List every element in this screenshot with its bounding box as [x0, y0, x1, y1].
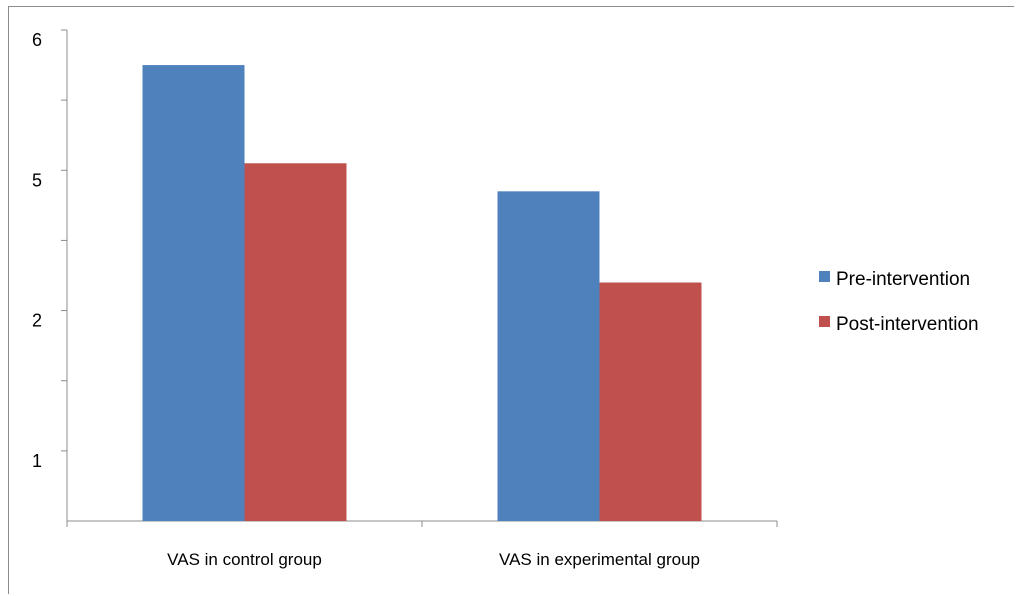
y-tick-label: 2 — [32, 311, 42, 331]
bar-pre-intervention-2 — [497, 191, 600, 522]
bars — [142, 65, 702, 522]
y-tick-labels: 12567 — [32, 30, 42, 471]
x-tick-labels: VAS in control group VAS in experimental … — [167, 550, 700, 569]
x-tick-label: VAS in control group — [167, 550, 322, 569]
x-tick-label: VAS in experimental group — [499, 550, 700, 569]
y-tick-label: 5 — [32, 170, 42, 190]
x-ticks — [66, 521, 778, 527]
legend: Pre-intervention Post-intervention — [819, 269, 979, 335]
bar-post-intervention-1 — [244, 163, 347, 521]
y-tick-label: 1 — [32, 451, 42, 471]
y-tick-label: 6 — [32, 30, 42, 50]
bar-pre-intervention-1 — [142, 65, 245, 522]
legend-label: Pre-intervention — [836, 269, 970, 290]
bar-post-intervention-2 — [599, 282, 702, 521]
legend-label: Post-intervention — [836, 314, 979, 335]
y-ticks — [61, 29, 67, 452]
chart-frame — [8, 6, 1014, 594]
legend-swatch — [819, 316, 830, 327]
legend-swatch — [819, 271, 830, 282]
